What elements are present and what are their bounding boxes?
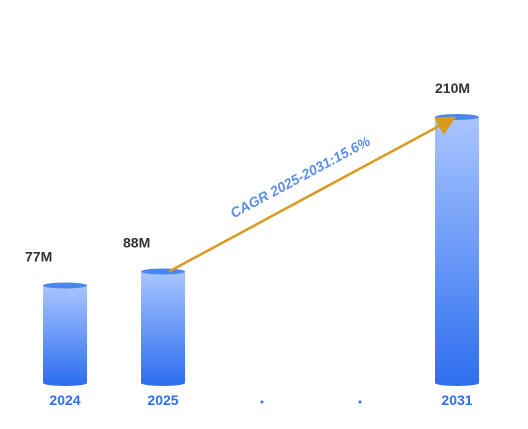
- category-label-2031: 2031: [441, 392, 472, 408]
- cagr-annotation-layer: CAGR 2025-2031:15.6%: [168, 116, 457, 273]
- category-label-2025: 2025: [147, 392, 178, 408]
- category-placeholder-3: [358, 400, 362, 404]
- cagr-arrow: [168, 116, 457, 273]
- cagr-label: CAGR 2025-2031:15.6%: [227, 132, 373, 221]
- bar-top-cap-2024: [43, 282, 87, 289]
- bar-bottom-cap-2031: [435, 380, 479, 386]
- value-label-2031: 210M: [435, 80, 470, 96]
- category-placeholder-2: [260, 400, 264, 404]
- bar-2031: [435, 117, 479, 383]
- bars-layer: [43, 114, 479, 386]
- labels-layer: 77M 2024 88M 2025 210M 2031: [25, 80, 473, 408]
- bar-top-cap-2025: [141, 268, 185, 275]
- bar-bottom-cap-2024: [43, 380, 87, 386]
- bar-2024: [43, 285, 87, 383]
- bar-2025: [141, 271, 185, 383]
- category-label-2024: 2024: [49, 392, 80, 408]
- value-label-2025: 88M: [123, 235, 150, 251]
- bar-top-cap-2031: [435, 114, 479, 120]
- bar-bottom-cap-2025: [141, 380, 185, 386]
- value-label-2024: 77M: [25, 248, 52, 264]
